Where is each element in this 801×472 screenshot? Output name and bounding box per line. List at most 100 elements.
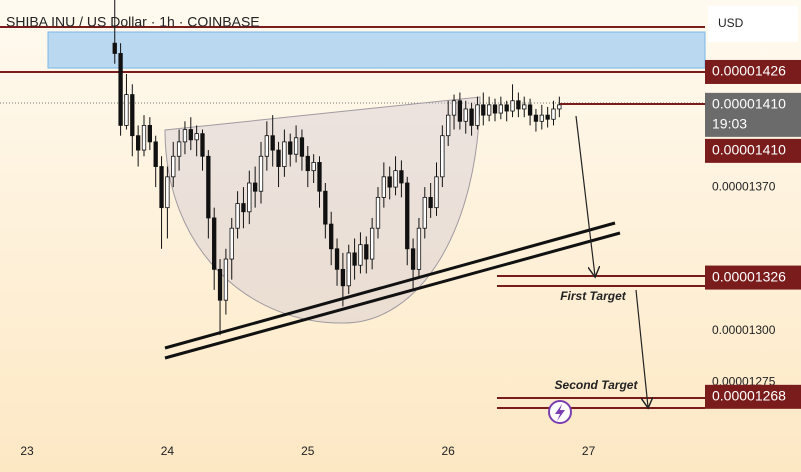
candle-body (440, 135, 445, 178)
candle-body (393, 170, 398, 188)
candle-body (334, 248, 340, 270)
candle-body (522, 104, 527, 110)
candle-body (159, 166, 164, 209)
x-tick-label: 23 (20, 444, 34, 458)
price-label-box (705, 138, 801, 163)
candle-body (551, 108, 556, 120)
candle-body (352, 252, 357, 266)
candle-body (311, 162, 316, 172)
price-label: 0.00001268 (712, 388, 786, 404)
annotation: First Target (560, 289, 627, 303)
candle-body (545, 114, 550, 120)
annotation: Second Target (555, 378, 639, 392)
candle-body (135, 135, 141, 151)
resistance-zone (47, 31, 706, 69)
candle-body (258, 155, 264, 192)
candle-body (340, 268, 346, 287)
candle-body (118, 53, 123, 126)
candle-body (282, 141, 287, 167)
candle-body (223, 258, 229, 301)
price-label: 0.00001426 (712, 63, 786, 79)
candle-body (147, 125, 153, 143)
candle-body (141, 125, 147, 151)
candle-body (451, 100, 457, 116)
candle-body (270, 135, 275, 151)
flash-glyph (555, 404, 565, 421)
candle-body (293, 137, 299, 155)
candle-body (241, 203, 246, 213)
candle-body (252, 182, 258, 192)
candle-body (387, 176, 392, 188)
candle-body (299, 137, 305, 157)
x-tick-label: 25 (301, 444, 315, 458)
candle-body (469, 108, 474, 126)
candle-body (510, 100, 515, 112)
candle-body (498, 104, 503, 114)
candle-body (539, 114, 544, 122)
candle-body (527, 104, 533, 116)
x-tick-label: 24 (161, 444, 175, 458)
candles (112, 0, 562, 336)
price-label: 0.00001410 (712, 96, 786, 112)
price-label-box (705, 59, 801, 84)
candle-body (176, 141, 182, 157)
currency: USD (718, 16, 744, 30)
candle-body (182, 129, 188, 143)
candle-body (188, 129, 193, 141)
cup-pattern (164, 96, 481, 324)
candle-body (323, 190, 328, 225)
currency-box[interactable] (708, 6, 798, 42)
y-tick-label: 0.00001370 (712, 179, 776, 193)
candle-body (124, 94, 129, 126)
candle-body (428, 196, 433, 209)
candle-body (375, 196, 381, 229)
candle-body (130, 94, 135, 137)
candle-body (229, 227, 234, 260)
candle-body (533, 114, 539, 122)
back-layer (0, 26, 706, 324)
x-tick-label: 26 (442, 444, 456, 458)
candle-body (165, 176, 170, 209)
candle-body (369, 227, 375, 260)
y-tick-label: 0.00001300 (712, 323, 776, 337)
candle-body (153, 141, 158, 167)
candle-body (434, 176, 439, 209)
candle-body (358, 244, 363, 266)
price-countdown: 19:03 (712, 116, 747, 132)
candle-body (446, 114, 451, 137)
candle-body (475, 104, 480, 126)
candle-body (481, 104, 486, 116)
candle-body (217, 268, 223, 301)
candle-body (405, 182, 410, 250)
candle-body (329, 223, 334, 250)
price-label: 0.00001410 (712, 142, 786, 158)
price-label-box (705, 384, 801, 409)
drawings: First Target Second Target (164, 103, 705, 424)
candle-body (247, 182, 252, 213)
candle-body (276, 149, 281, 167)
candle-body (557, 104, 562, 110)
candle-body (200, 133, 205, 157)
candle-body (194, 133, 199, 141)
candle-body (305, 155, 310, 172)
candle-body (171, 155, 176, 178)
price-label-box (705, 265, 801, 290)
candle-body (399, 170, 404, 184)
candle-body (112, 42, 117, 54)
arrow (575, 115, 595, 276)
candle-body (317, 162, 322, 192)
candle-body (486, 104, 492, 116)
price-label-box (705, 92, 801, 137)
candle-body (288, 141, 293, 155)
candle-body (416, 227, 422, 270)
candle-body (206, 155, 211, 219)
x-tick-label: 27 (582, 444, 596, 458)
trend-line (164, 231, 621, 360)
chart-title: SHIBA INU / US Dollar · 1h · COINBASE (6, 14, 260, 30)
candle-body (492, 104, 498, 114)
candle-body (410, 248, 416, 270)
candle-body (422, 196, 427, 229)
candle-body (264, 135, 269, 157)
